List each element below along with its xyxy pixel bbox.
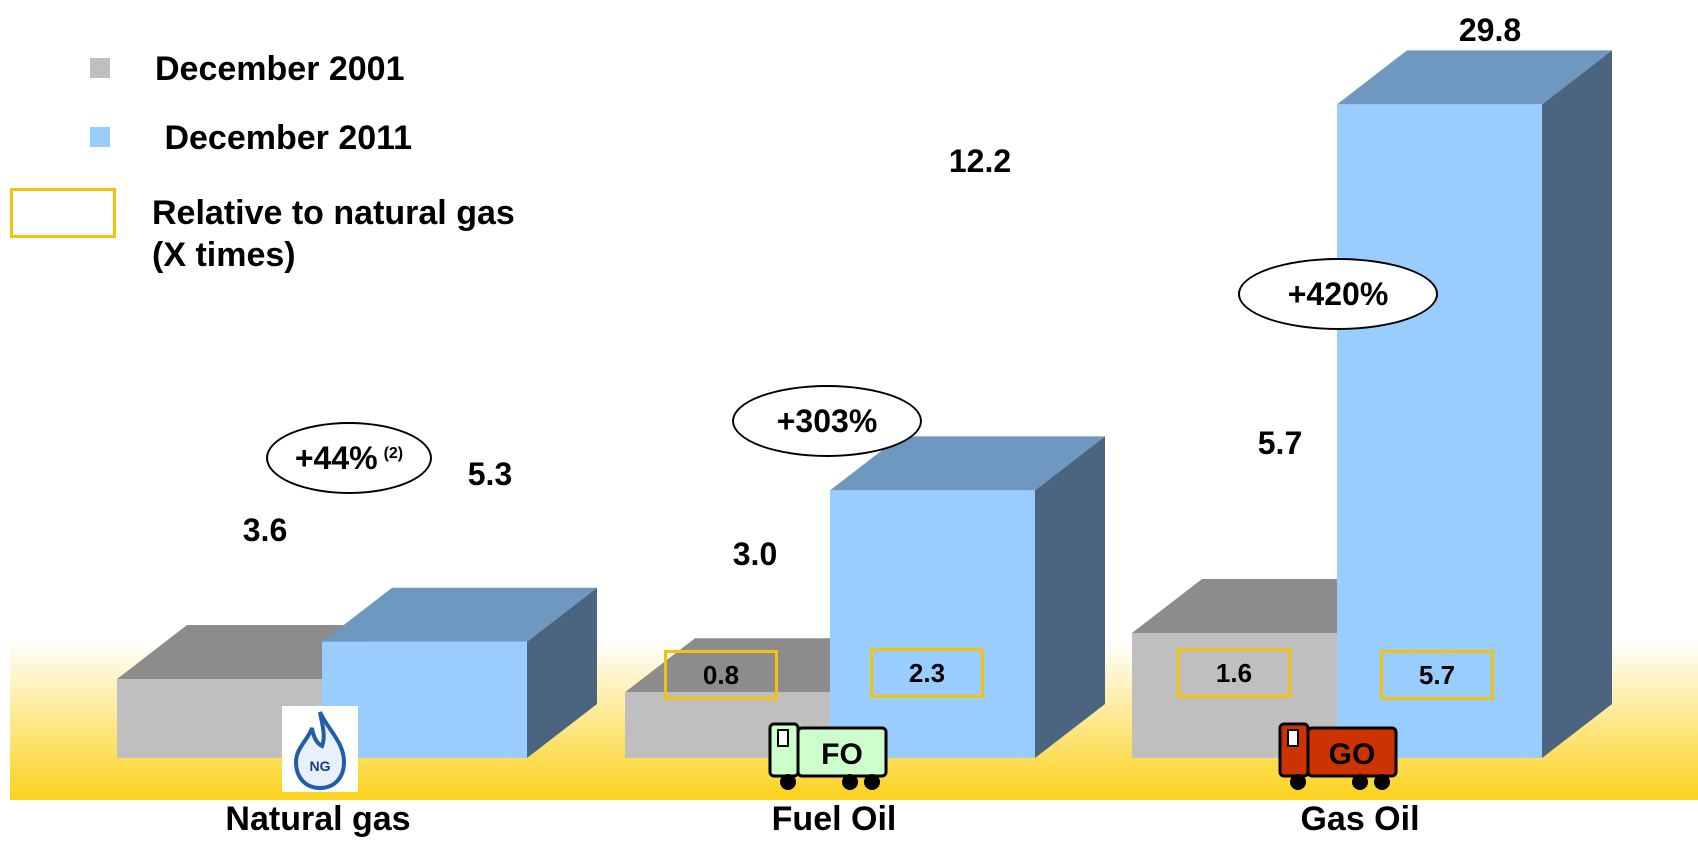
bar-gas-oil-2011 bbox=[1337, 104, 1542, 759]
ratio-box-go-2011: 5.7 bbox=[1380, 650, 1494, 700]
natural-gas-flame-icon: NG bbox=[282, 706, 358, 792]
value-label-go-2001: 5.7 bbox=[1257, 425, 1303, 461]
growth-value: +303% bbox=[776, 402, 878, 439]
natural-gas-flame-graphic: NG bbox=[293, 711, 347, 791]
value-label-fo-2011: 12.2 bbox=[948, 143, 1012, 179]
bar-top-natural-gas-2011 bbox=[322, 587, 597, 642]
fo-icon-text: FO bbox=[821, 738, 863, 771]
legend-label-relative: Relative to natural gas (X times) bbox=[152, 194, 515, 274]
bar-side-gas-oil-2011 bbox=[1542, 50, 1612, 759]
category-label-gas-oil: Gas Oil bbox=[1300, 800, 1420, 838]
gas-oil-truck-graphic: GO bbox=[1278, 722, 1398, 790]
growth-oval-natural-gas: +44% (2) bbox=[266, 422, 432, 494]
gas-oil-truck-icon: GO bbox=[1278, 722, 1400, 792]
growth-oval-gas-oil: +420% bbox=[1238, 258, 1438, 330]
legend-label-2011: December 2011 bbox=[155, 119, 413, 157]
legend-swatch-2001 bbox=[90, 58, 110, 78]
bar-side-fuel-oil-2011 bbox=[1035, 436, 1105, 758]
growth-value: +420% bbox=[1287, 275, 1389, 312]
fuel-oil-truck-icon: FO bbox=[768, 722, 890, 792]
growth-value: +44% bbox=[294, 439, 378, 476]
go-icon-text: GO bbox=[1329, 738, 1376, 771]
bar-fuel-oil-2011 bbox=[830, 490, 1035, 758]
growth-oval-fuel-oil: +303% bbox=[732, 385, 922, 457]
fuel-oil-truck-graphic: FO bbox=[768, 722, 888, 790]
category-label-natural-gas: Natural gas bbox=[225, 800, 411, 838]
value-label-ng-2011: 5.3 bbox=[467, 456, 513, 492]
bar-side-natural-gas-2011 bbox=[527, 587, 597, 758]
ratio-box-fo-2011: 2.3 bbox=[870, 648, 984, 698]
value-label-fo-2001: 3.0 bbox=[732, 536, 778, 572]
growth-footnote: (2) bbox=[383, 445, 404, 462]
bar-top-fuel-oil-2011 bbox=[830, 436, 1105, 491]
value-label-go-2011: 29.8 bbox=[1458, 12, 1522, 48]
legend-swatch-relative bbox=[10, 188, 116, 238]
value-label-ng-2001: 3.6 bbox=[242, 512, 288, 548]
bar-top-gas-oil-2011 bbox=[1337, 50, 1612, 105]
ratio-box-go-2001: 1.6 bbox=[1177, 648, 1291, 698]
ng-icon-text: NG bbox=[310, 758, 331, 774]
bars-group bbox=[117, 50, 1612, 759]
category-label-fuel-oil: Fuel Oil bbox=[771, 800, 897, 838]
legend-label-2001: December 2001 bbox=[155, 50, 405, 88]
ratio-box-fo-2001: 0.8 bbox=[664, 650, 778, 700]
legend-swatch-2011 bbox=[90, 127, 110, 147]
